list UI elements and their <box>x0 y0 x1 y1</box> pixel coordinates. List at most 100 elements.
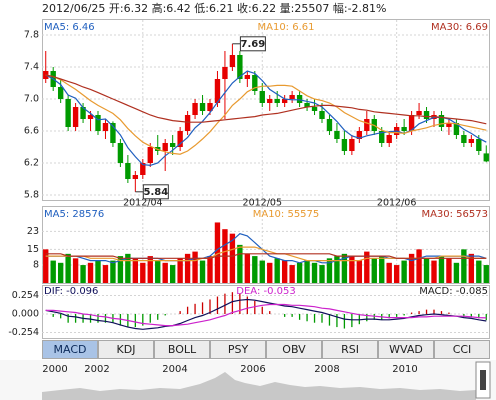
volume-bar <box>453 262 460 283</box>
candle-body <box>289 95 295 99</box>
candle-body <box>184 115 191 131</box>
tab[interactable] <box>266 340 322 359</box>
tab[interactable] <box>154 340 210 359</box>
candle-body <box>177 131 183 147</box>
volume-bar <box>281 260 288 283</box>
ma-line <box>45 298 487 330</box>
volume-bar <box>326 258 333 283</box>
candle-body <box>311 107 318 111</box>
tab-label[interactable]: RSI <box>341 343 359 356</box>
candle-body <box>244 75 251 79</box>
candle-body <box>222 67 228 79</box>
volume-bar <box>364 251 370 283</box>
volume-bar <box>431 260 437 283</box>
series-label: MA5: 6.46 <box>44 22 95 33</box>
series-label: MA30: 56573 <box>421 209 488 220</box>
candle-body <box>259 91 265 103</box>
candle-body <box>483 153 489 162</box>
volume-bar <box>408 253 415 283</box>
volume-bar <box>177 258 183 283</box>
volume-bar <box>349 256 355 283</box>
ma-line <box>45 233 487 264</box>
candle-body <box>304 103 310 107</box>
candle-body <box>65 99 71 127</box>
scroll-grip[interactable] <box>480 370 486 390</box>
y-tick-label: 15 <box>27 244 39 255</box>
tab-label[interactable]: PSY <box>228 343 249 356</box>
macd-label: MACD: -0.085 <box>419 286 488 297</box>
volume-bar <box>252 256 258 283</box>
volume-bar <box>117 256 124 283</box>
volume-bar <box>140 262 146 283</box>
volume-bar <box>259 260 265 283</box>
volume-bar <box>446 258 452 283</box>
volume-bar <box>416 249 422 283</box>
timeline-label: 2006 <box>240 364 265 375</box>
tab-label[interactable]: CCI <box>453 343 472 356</box>
x-tick-label: 2012/04 <box>123 198 162 209</box>
tab-label[interactable]: OBV <box>282 343 306 356</box>
y-tick-label: -0.254 <box>8 327 39 338</box>
volume-bar <box>341 253 348 283</box>
tab-label[interactable]: BOLL <box>168 343 197 356</box>
candle-body <box>356 131 363 139</box>
candle-body <box>140 163 146 175</box>
timeline-label: 2008 <box>314 364 339 375</box>
tab[interactable] <box>434 340 490 359</box>
candle-body <box>57 87 64 99</box>
volume-bar <box>80 265 86 283</box>
y-tick-label: 6.2 <box>24 158 39 169</box>
volume-bar <box>371 258 377 283</box>
tab-label[interactable]: MACD <box>54 343 87 356</box>
volume-bar <box>229 233 236 283</box>
volume-panel <box>42 206 490 284</box>
candle-body <box>80 107 86 119</box>
candle-body <box>341 139 348 151</box>
y-tick-label: 7.4 <box>24 62 39 73</box>
tab[interactable] <box>378 340 434 359</box>
volume-bar <box>483 265 489 283</box>
volume-bar <box>72 258 79 283</box>
series-label: MA10: 55575 <box>253 209 320 220</box>
volume-bar <box>296 262 303 283</box>
timeline-overview <box>42 372 476 400</box>
volume-bar <box>155 260 161 283</box>
candle-body <box>102 123 109 131</box>
candle-body <box>416 111 422 115</box>
timeline-label: 2002 <box>84 364 109 375</box>
candle-body <box>334 131 340 139</box>
candle-body <box>72 107 79 127</box>
volume-bar <box>65 253 71 283</box>
candle-body <box>461 135 467 143</box>
volume-bar <box>319 265 325 283</box>
volume-bar <box>438 256 445 283</box>
candle-body <box>192 103 198 115</box>
candle-body <box>237 55 243 79</box>
candle-body <box>296 95 303 103</box>
candle-body <box>326 119 333 131</box>
tab[interactable] <box>98 340 154 359</box>
candle-body <box>214 79 221 103</box>
candle-body <box>162 143 168 151</box>
y-tick-label: 6.6 <box>24 126 39 137</box>
tab-label[interactable]: KDJ <box>117 343 136 356</box>
candle-body <box>408 115 415 131</box>
candle-body <box>207 103 213 111</box>
candle-body <box>199 103 206 111</box>
tab[interactable] <box>322 340 378 359</box>
tab-label[interactable]: WVAD <box>389 343 423 356</box>
candle-body <box>319 111 325 119</box>
volume-bar <box>237 244 243 283</box>
volume-bar <box>199 260 206 283</box>
tab[interactable] <box>42 340 98 359</box>
volume-bar <box>169 265 176 283</box>
candle-body <box>476 139 482 151</box>
candle-body <box>364 119 370 131</box>
candle-body <box>453 123 460 135</box>
candle-body <box>87 115 94 119</box>
x-tick-label: 2012/06 <box>377 198 416 209</box>
tab[interactable] <box>210 340 266 359</box>
volume-bar <box>132 258 139 283</box>
candle-body <box>386 135 392 143</box>
